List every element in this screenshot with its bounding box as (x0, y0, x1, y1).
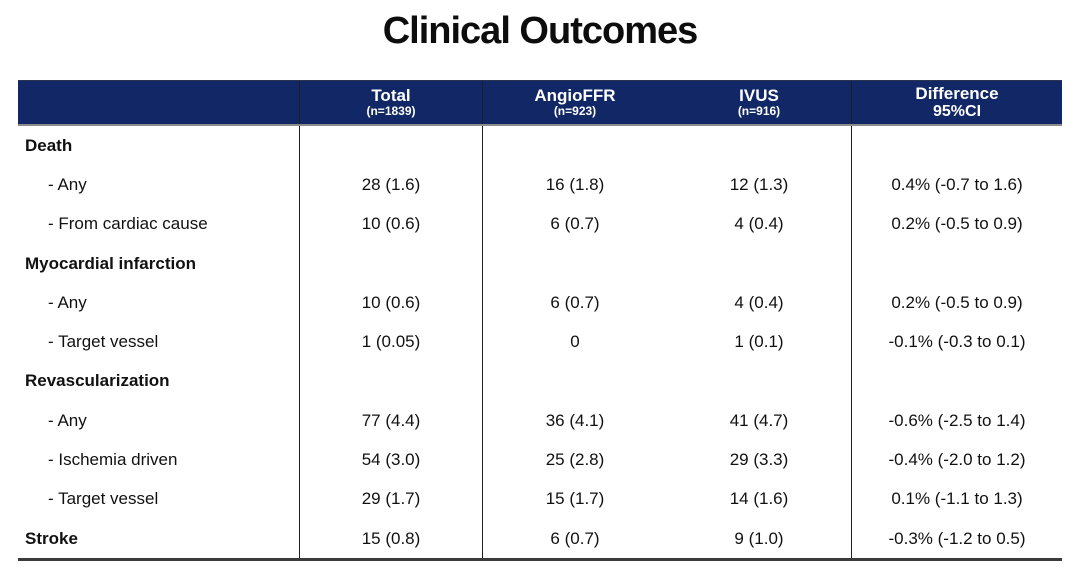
cell-ivus: 1 (0.1) (667, 322, 852, 362)
cell-difference: -0.3% (-1.2 to 0.5) (888, 528, 1026, 548)
row-label: - Any (18, 283, 300, 323)
column-header-angioffr: AngioFFR (n=923) (483, 81, 667, 124)
table-row-death-any: - Any 28 (1.6) 16 (1.8) 12 (1.3) 0.4% (-… (18, 165, 1062, 205)
table-row-revasc-target-vessel: - Target vessel 29 (1.7) 15 (1.7) 14 (1.… (18, 479, 1062, 519)
row-label: - From cardiac cause (18, 204, 300, 244)
cell-difference: 0.2% (-0.5 to 0.9) (891, 292, 1023, 312)
table-row-mi-target-vessel: - Target vessel 1 (0.05) 0 1 (0.1) -0.1%… (18, 322, 1062, 362)
cell-difference: 0.4% (-0.7 to 1.6) (891, 174, 1023, 194)
cell-difference (852, 362, 1062, 401)
column-header-total-n: (n=1839) (366, 104, 416, 119)
cell-ivus (667, 126, 852, 166)
cell-ivus (667, 361, 852, 402)
cell-angioffr: 16 (1.8) (545, 174, 605, 194)
cell-total: 77 (4.4) (300, 401, 483, 441)
row-label: - Target vessel (18, 479, 300, 519)
row-label: - Any (18, 165, 300, 205)
outcomes-table: Total (n=1839) AngioFFR (n=923) IVUS (n=… (18, 80, 1062, 562)
cell-difference (852, 244, 1062, 283)
cell-total: 29 (1.7) (300, 479, 483, 519)
table-row-mi: Myocardial infarction (18, 243, 1062, 284)
table-body: Death - Any 28 (1.6) 16 (1.8) 12 (1.3) 0… (18, 126, 1062, 559)
cell-angioffr: 0 (570, 332, 580, 352)
cell-angioffr: 6 (0.7) (550, 528, 600, 548)
column-header-total: Total (n=1839) (300, 81, 483, 124)
cell-total: 10 (0.6) (300, 204, 483, 244)
column-header-difference-label: Difference (915, 84, 999, 104)
column-header-ivus: IVUS (n=916) (667, 81, 852, 124)
cell-ivus: 4 (0.4) (667, 283, 852, 323)
row-label: Revascularization (18, 361, 300, 402)
cell-ivus (667, 243, 852, 284)
column-header-ivus-n: (n=916) (737, 104, 781, 119)
cell-ivus: 9 (1.0) (667, 518, 852, 559)
cell-total: 15 (0.8) (300, 518, 483, 559)
cell-angioffr (483, 126, 667, 165)
cell-total (300, 361, 483, 402)
cell-total (300, 126, 483, 166)
column-header-angioffr-n: (n=923) (553, 104, 597, 119)
cell-angioffr: 6 (0.7) (550, 292, 600, 312)
cell-difference: -0.4% (-2.0 to 1.2) (888, 450, 1026, 470)
row-label: Death (18, 126, 300, 166)
row-label: - Ischemia driven (18, 440, 300, 480)
cell-ivus: 41 (4.7) (667, 401, 852, 441)
cell-angioffr: 6 (0.7) (550, 214, 600, 234)
column-header-total-label: Total (371, 86, 411, 106)
table-row-revasc-any: - Any 77 (4.4) 36 (4.1) 41 (4.7) -0.6% (… (18, 401, 1062, 441)
row-label: - Target vessel (18, 322, 300, 362)
cell-angioffr (483, 362, 667, 401)
column-header-empty (18, 81, 300, 124)
page-title: Clinical Outcomes (382, 10, 699, 52)
row-label: - Any (18, 401, 300, 441)
cell-angioffr: 25 (2.8) (545, 450, 605, 470)
cell-total (300, 243, 483, 284)
cell-ivus: 14 (1.6) (667, 479, 852, 519)
cell-angioffr: 36 (4.1) (545, 410, 605, 430)
cell-difference (852, 126, 1062, 165)
table-row-death: Death (18, 126, 1062, 166)
cell-angioffr: 15 (1.7) (545, 489, 605, 509)
table-row-revasc-ischemia: - Ischemia driven 54 (3.0) 25 (2.8) 29 (… (18, 440, 1062, 480)
table-row-stroke: Stroke 15 (0.8) 6 (0.7) 9 (1.0) -0.3% (-… (18, 518, 1062, 559)
cell-angioffr (483, 244, 667, 283)
cell-total: 1 (0.05) (300, 322, 483, 362)
column-header-difference-ci: 95%CI (932, 103, 982, 121)
table-row-revascularization: Revascularization (18, 361, 1062, 402)
row-label: Myocardial infarction (18, 243, 300, 284)
cell-total: 10 (0.6) (300, 283, 483, 323)
cell-total: 28 (1.6) (300, 165, 483, 205)
cell-ivus: 12 (1.3) (667, 165, 852, 205)
cell-difference: -0.1% (-0.3 to 0.1) (888, 332, 1026, 352)
column-header-ivus-label: IVUS (739, 86, 779, 106)
table-header-row: Total (n=1839) AngioFFR (n=923) IVUS (n=… (18, 80, 1062, 126)
column-header-angioffr-label: AngioFFR (534, 86, 616, 106)
cell-total: 54 (3.0) (300, 440, 483, 480)
cell-difference: -0.6% (-2.5 to 1.4) (888, 410, 1026, 430)
cell-ivus: 4 (0.4) (667, 204, 852, 244)
table-row-mi-any: - Any 10 (0.6) 6 (0.7) 4 (0.4) 0.2% (-0.… (18, 283, 1062, 323)
column-header-difference: Difference 95%CI (852, 81, 1062, 124)
cell-ivus: 29 (3.3) (667, 440, 852, 480)
cell-difference: 0.2% (-0.5 to 0.9) (891, 214, 1023, 234)
table-row-death-cardiac: - From cardiac cause 10 (0.6) 6 (0.7) 4 … (18, 204, 1062, 244)
cell-difference: 0.1% (-1.1 to 1.3) (891, 489, 1023, 509)
row-label: Stroke (18, 518, 300, 559)
